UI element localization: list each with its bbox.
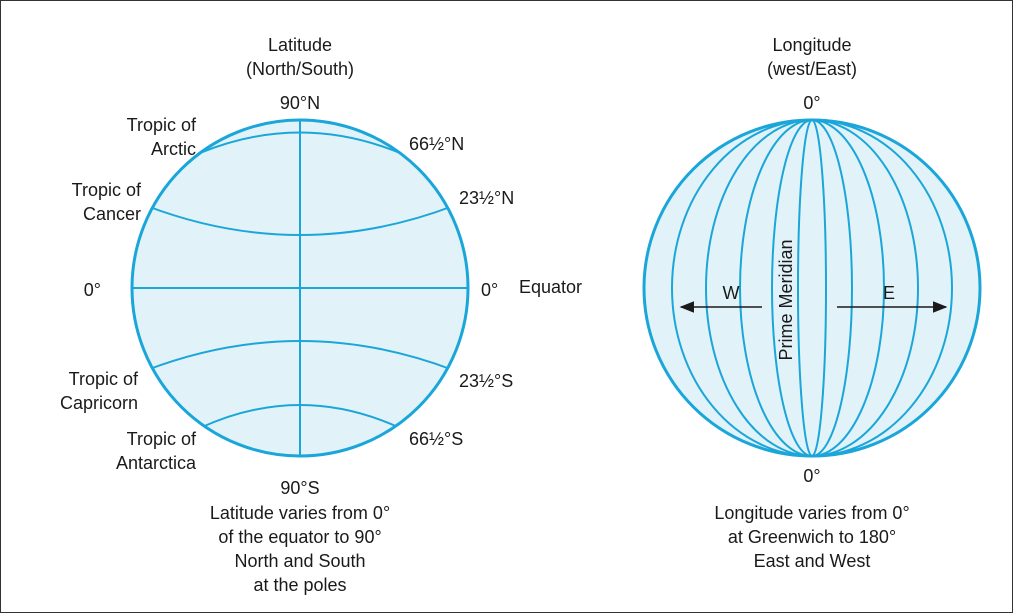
meridian-ellipse xyxy=(739,120,885,456)
longitude-globe xyxy=(642,118,982,458)
latitude-title-line1: Latitude xyxy=(268,35,332,55)
tropic-arctic-label-line1: Tropic of xyxy=(127,115,197,135)
longitude-globe-outline xyxy=(642,118,982,458)
longitude-globe-disc xyxy=(644,120,980,456)
tropic-cancer-label-line1: Tropic of xyxy=(72,180,142,200)
west-label: W xyxy=(723,283,740,303)
meridian-ellipse xyxy=(771,120,853,456)
latitude-caption-line: at the poles xyxy=(253,575,346,595)
longitude-caption-line: at Greenwich to 180° xyxy=(728,527,896,547)
longitude-caption: Longitude varies from 0° at Greenwich to… xyxy=(714,503,909,571)
longitude-title-line1: Longitude xyxy=(772,35,851,55)
longitude-caption-line: East and West xyxy=(754,551,871,571)
tropic-capricorn-label-line1: Tropic of xyxy=(69,369,139,389)
latitude-globe xyxy=(130,118,470,458)
latitude-title-line2: (North/South) xyxy=(246,59,354,79)
latitude-caption: Latitude varies from 0° of the equator t… xyxy=(210,503,390,595)
east-label: E xyxy=(883,283,895,303)
tropic-cancer-label-line2: Cancer xyxy=(83,204,141,224)
prime-meridian-label: Prime Meridian xyxy=(776,239,796,360)
tropic-antarctica-label-line1: Tropic of xyxy=(127,429,197,449)
tropic-capricorn-label-line2: Capricorn xyxy=(60,393,138,413)
equator-right-degree-label: 0° xyxy=(481,280,498,300)
latitude-66s-label: 66½°S xyxy=(409,429,463,449)
latitude-caption-line: North and South xyxy=(234,551,365,571)
equator-name-label: Equator xyxy=(519,277,582,297)
equator-left-degree-label: 0° xyxy=(84,280,101,300)
latitude-caption-line: of the equator to 90° xyxy=(218,527,381,547)
longitude-bottom-label: 0° xyxy=(803,466,820,486)
north-pole-label: 90°N xyxy=(280,93,320,113)
latitude-23s-label: 23½°S xyxy=(459,371,513,391)
latitude-caption-line: Latitude varies from 0° xyxy=(210,503,390,523)
latitude-66n-label: 66½°N xyxy=(409,134,464,154)
south-pole-label: 90°S xyxy=(280,478,319,498)
tropic-arctic-label-line2: Arctic xyxy=(151,139,196,159)
tropic-antarctica-label-line2: Antarctica xyxy=(116,453,197,473)
longitude-caption-line: Longitude varies from 0° xyxy=(714,503,909,523)
meridian-ellipse xyxy=(671,120,953,456)
latitude-globe-outline xyxy=(130,118,470,458)
longitude-title-line2: (west/East) xyxy=(767,59,857,79)
latitude-23n-label: 23½°N xyxy=(459,188,514,208)
meridian-ellipse xyxy=(705,120,919,456)
longitude-top-label: 0° xyxy=(803,93,820,113)
meridian-ellipse xyxy=(797,120,827,456)
